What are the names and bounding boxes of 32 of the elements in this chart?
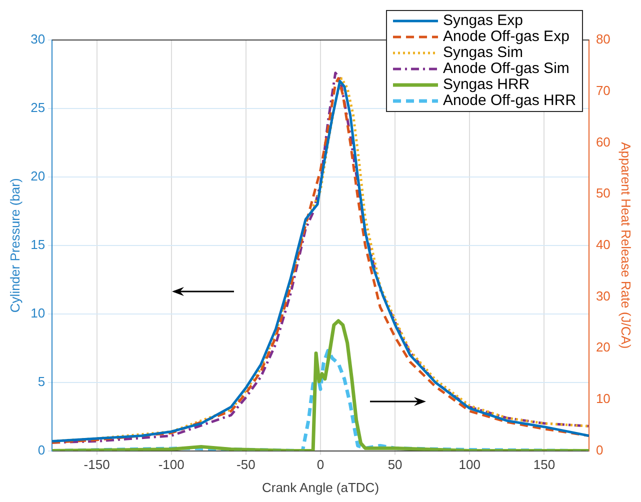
legend-label: Syngas HRR [442, 76, 530, 93]
y2-tick-label: 50 [596, 186, 610, 201]
y2-tick-label: 20 [596, 340, 610, 355]
legend-label: Syngas Sim [442, 44, 523, 61]
y-tick-label: 15 [30, 236, 46, 252]
y2-axis-title: Apparent Heat Release Rate (J/CA) [618, 142, 634, 349]
y2-tick-label: 10 [596, 391, 610, 406]
x-tick-label: 0 [316, 457, 324, 472]
x-tick-label: 150 [533, 457, 556, 472]
y2-tick-label: 60 [596, 134, 610, 150]
x-axis-title: Crank Angle (aTDC) [262, 480, 380, 495]
y2-tick-label: 0 [596, 442, 604, 458]
x-tick-label: -150 [84, 457, 110, 472]
y-tick-label: 5 [38, 374, 46, 389]
y2-tick-label: 70 [596, 82, 610, 98]
y-tick-label: 20 [30, 168, 46, 184]
x-tick-label: 100 [458, 457, 480, 472]
legend-label: Anode Off-gas Exp [442, 28, 570, 45]
y-axis-title: Cylinder Pressure (bar) [7, 178, 22, 313]
legend-label: Syngas Exp [442, 12, 523, 29]
x-tick-label: 50 [388, 457, 402, 472]
y-tick-label: 0 [38, 442, 46, 458]
x-tick-label: -100 [158, 457, 184, 472]
y-tick-label: 25 [30, 100, 46, 116]
x-tick-label: -50 [236, 457, 256, 472]
y-tick-label: 10 [30, 305, 46, 320]
y2-tick-label: 30 [596, 288, 610, 304]
legend-label: Anode Off-gas Sim [442, 60, 570, 77]
y2-tick-label: 40 [596, 236, 610, 252]
legend-label: Anode Off-gas HRR [442, 92, 576, 109]
y2-tick-label: 80 [596, 32, 610, 47]
y-tick-label: 30 [30, 32, 46, 47]
